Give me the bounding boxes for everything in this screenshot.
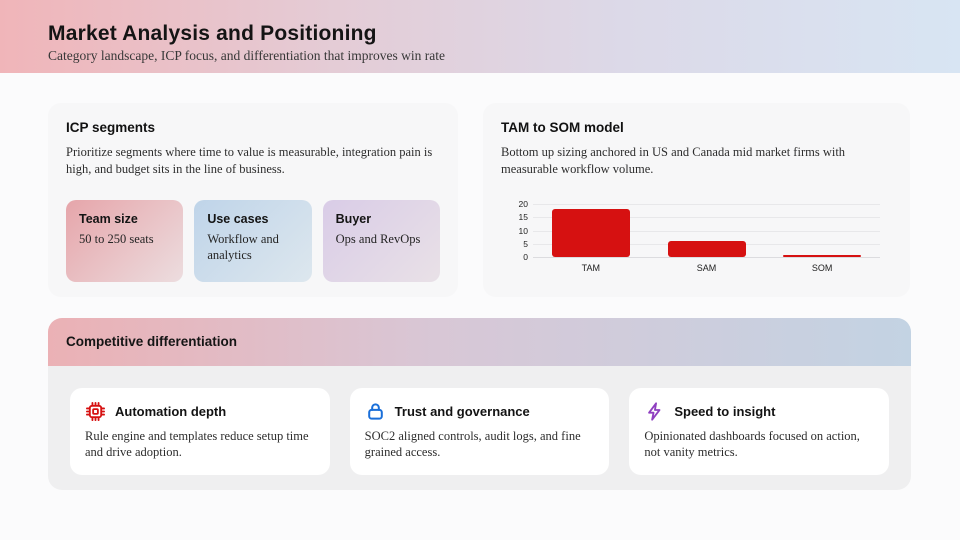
segment-tile-buyer: Buyer Ops and RevOps (322, 200, 440, 282)
competitive-title: Competitive differentiation (66, 334, 238, 349)
tam-som-card: TAM to SOM model Bottom up sizing anchor… (483, 103, 910, 297)
comp-card-body: Opinionated dashboards focused on action… (644, 429, 860, 460)
page-title: Market Analysis and Positioning (48, 22, 377, 45)
tam-card-title: TAM to SOM model (501, 120, 624, 135)
bar-sam (667, 241, 746, 257)
comp-card-body: SOC2 aligned controls, audit logs, and f… (364, 429, 581, 460)
bolt-icon (644, 401, 665, 422)
competitive-body: Automation depth Rule engine and templat… (48, 366, 911, 490)
icp-segment-list: Team size 50 to 250 seats Use cases Work… (66, 200, 440, 282)
segment-value: Ops and RevOps (335, 232, 421, 246)
chart-gridline (533, 257, 880, 258)
bar-som (783, 254, 862, 257)
competitive-card-list: Automation depth Rule engine and templat… (70, 388, 890, 475)
x-axis-tick-label: TAM (581, 263, 600, 273)
segment-label: Buyer (335, 212, 372, 226)
tam-card-description: Bottom up sizing anchored in US and Cana… (501, 145, 846, 176)
icp-segments-card: ICP segments Prioritize segments where t… (48, 103, 458, 297)
page-subtitle: Category landscape, ICP focus, and diffe… (48, 48, 446, 63)
lock-icon (365, 401, 386, 422)
x-axis-tick-label: SAM (696, 263, 717, 273)
comp-card-title: Speed to insight (674, 404, 776, 419)
chart-gridline (533, 230, 880, 232)
tam-som-bar-chart: 0 5 10 15 20 TAM SAM SOM (501, 198, 892, 280)
x-axis-tick-label: SOM (811, 263, 833, 273)
icp-card-title: ICP segments (66, 120, 156, 135)
comp-card-trust-governance: Trust and governance SOC2 aligned contro… (349, 388, 610, 475)
segment-label: Use cases (207, 212, 269, 226)
icp-card-description: Prioritize segments where time to value … (66, 145, 433, 176)
competitive-header: Competitive differentiation (48, 318, 911, 366)
comp-card-title: Trust and governance (394, 404, 530, 419)
chart-gridline (533, 217, 880, 219)
chart-gridline (533, 204, 880, 205)
comp-card-speed-insight: Speed to insight Opinionated dashboards … (629, 388, 890, 475)
chip-icon (85, 401, 106, 422)
segment-label: Team size (79, 212, 138, 226)
slide-header: Market Analysis and Positioning Category… (0, 0, 960, 73)
bar-tam (551, 209, 630, 257)
comp-card-title: Automation depth (115, 404, 227, 419)
segment-tile-use-cases: Use cases Workflow and analytics (194, 200, 312, 282)
y-axis-tick-label: 15 (518, 212, 528, 223)
y-axis-tick-label: 10 (518, 225, 528, 236)
y-axis-tick-label: 5 (523, 238, 528, 249)
comp-card-automation-depth: Automation depth Rule engine and templat… (70, 388, 330, 475)
segment-tile-team-size: Team size 50 to 250 seats (66, 200, 184, 282)
y-axis-tick-label: 20 (518, 199, 528, 209)
segment-value: 50 to 250 seats (79, 232, 154, 246)
y-axis-tick-label: 0 (523, 252, 528, 262)
comp-card-body: Rule engine and templates reduce setup t… (85, 429, 309, 460)
segment-value: Workflow and analytics (207, 232, 279, 262)
